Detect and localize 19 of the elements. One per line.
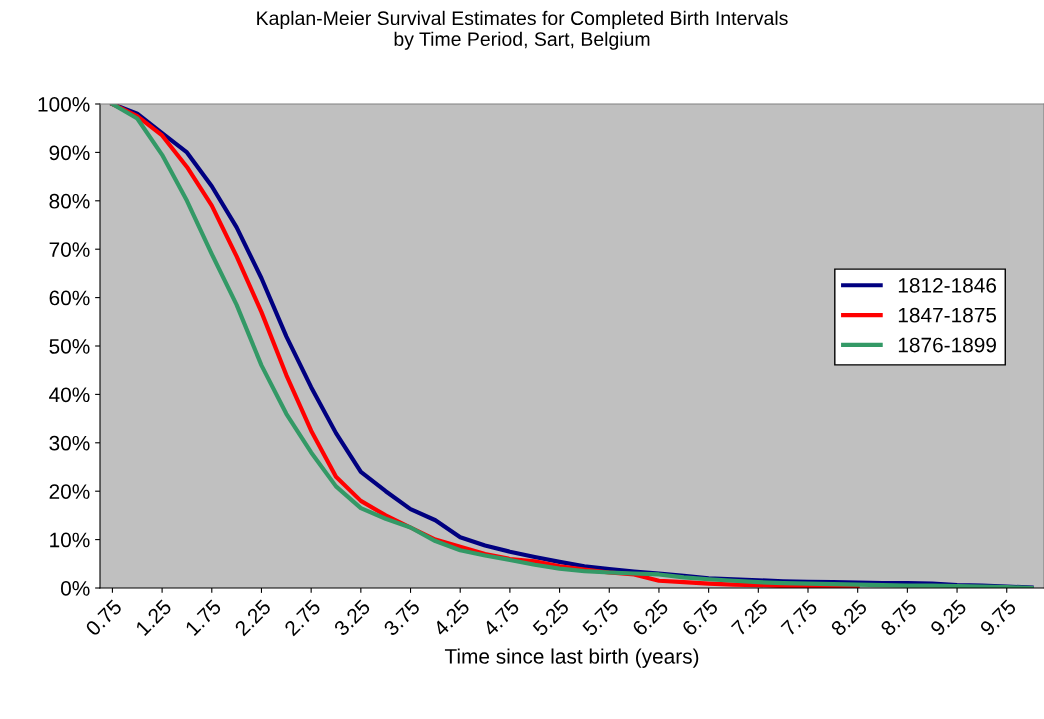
legend-label: 1876-1899 [898,337,996,353]
y-tick-label: 90% [49,145,90,161]
x-tick-label: 6.75 [681,598,719,637]
y-tick-label: 30% [49,435,90,451]
legend-label: 1847-1875 [898,307,997,323]
chart-title: Kaplan-Meier Survival Estimates for Completed Birth Intervals by Time Period, Sart, Belgium [257,10,788,50]
x-tick-label: 8.25 [830,598,868,637]
x-tick-label: 7.25 [730,598,769,637]
y-tick-label: 40% [49,387,90,403]
y-tick-label: 80% [49,193,90,209]
y-tick-label: 50% [49,339,90,354]
y-tick-label: 60% [49,290,90,306]
y-tick-label: 10% [50,532,90,548]
y-tick-label: 100% [38,97,90,112]
y-tick-label: 70% [49,242,90,257]
y-tick-label: 20% [49,484,90,499]
legend-label: 1812-1846 [898,277,997,293]
y-tick-label: 0% [60,581,90,596]
x-axis-title: Time since last birth (years) [444,648,699,668]
